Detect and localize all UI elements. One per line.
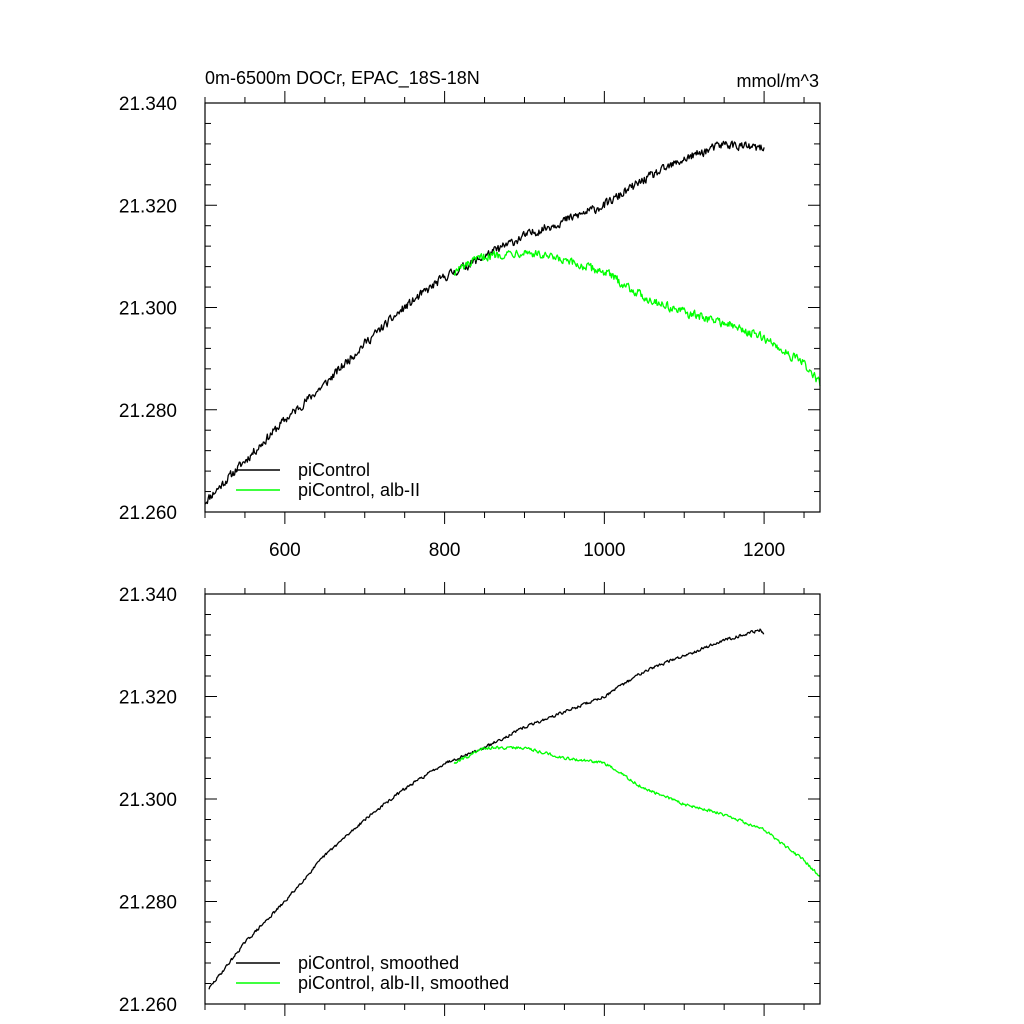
y-tick-label: 21.260 <box>119 503 177 524</box>
legend-label: piControl, smoothed <box>298 953 459 973</box>
legend-label: piControl, alb-II <box>298 480 420 500</box>
top-panel: 0m-6500m DOCr, EPAC_18S-18N mmol/m^3 21.… <box>119 68 821 561</box>
y-tick-label: 21.280 <box>119 893 177 914</box>
series-line-picontrol-alb-ii <box>453 249 821 387</box>
bottom-panel-frame <box>204 593 821 1005</box>
top-panel-series <box>204 140 821 505</box>
series-line-picontrol-alb-ii <box>453 745 821 877</box>
top-panel-y-tick-labels: 21.260 21.280 21.300 21.320 21.340 <box>119 94 177 524</box>
y-tick-label: 21.320 <box>119 688 177 709</box>
x-tick-label: 800 <box>429 540 461 561</box>
y-tick-label: 21.340 <box>119 94 177 115</box>
top-panel-frame <box>204 102 821 513</box>
top-panel-x-tick-labels: 600 800 1000 1200 <box>269 540 785 561</box>
x-tick-label: 1000 <box>583 540 625 561</box>
top-panel-title: 0m-6500m DOCr, EPAC_18S-18N <box>205 68 480 89</box>
bottom-panel-ticks <box>204 582 820 1016</box>
y-tick-label: 21.300 <box>119 790 177 811</box>
y-tick-label: 21.260 <box>119 995 177 1016</box>
legend-label: piControl <box>298 460 370 480</box>
bottom-panel-y-tick-labels: 21.260 21.280 21.300 21.320 21.340 <box>119 585 177 1016</box>
y-tick-label: 21.340 <box>119 585 177 606</box>
y-tick-label: 21.320 <box>119 196 177 217</box>
bottom-panel: 21.260 21.280 21.300 21.320 21.340 piControl… <box>119 582 821 1016</box>
series-line-picontrol <box>208 628 765 990</box>
x-tick-label: 1200 <box>743 540 785 561</box>
top-panel-units: mmol/m^3 <box>737 71 819 91</box>
legend-label: piControl, alb-II, smoothed <box>298 973 509 993</box>
x-tick-label: 600 <box>269 540 301 561</box>
y-tick-label: 21.300 <box>119 299 177 320</box>
bottom-panel-series <box>208 628 821 990</box>
y-tick-label: 21.280 <box>119 401 177 422</box>
